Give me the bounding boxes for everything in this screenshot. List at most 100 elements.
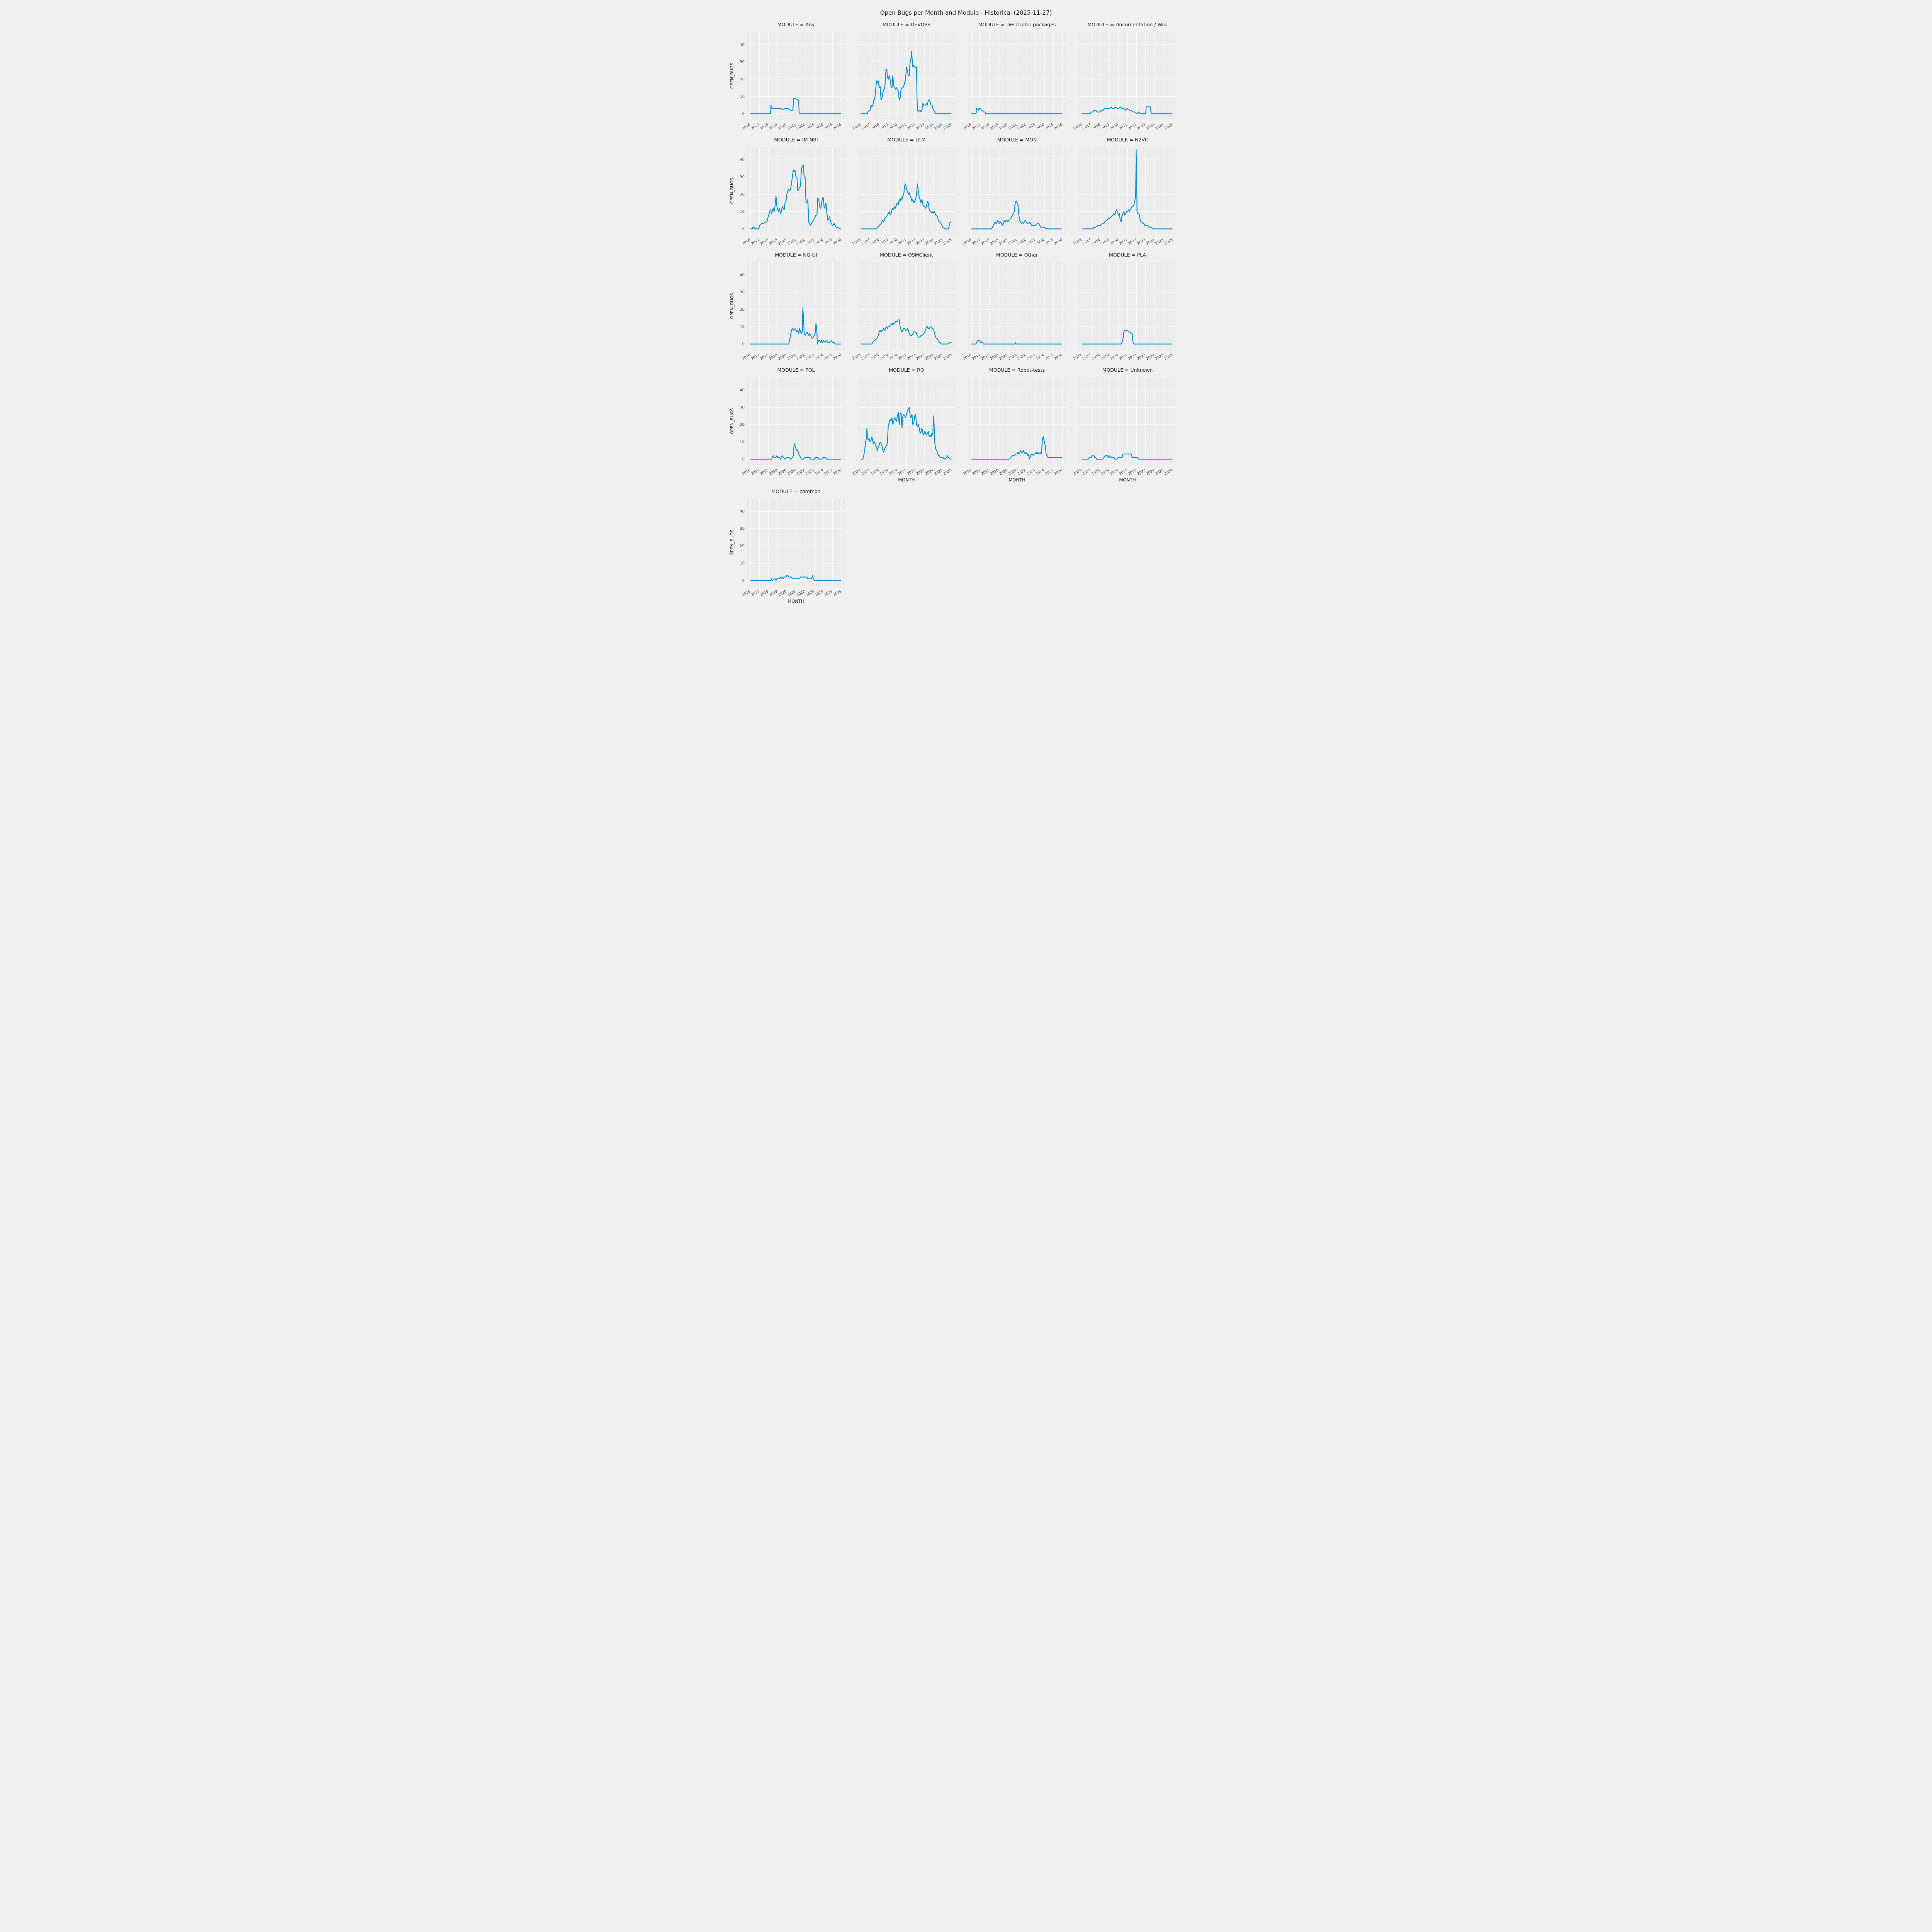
x-tick-label: 2018 (1091, 238, 1101, 246)
x-tick-label: 2025 (823, 468, 833, 476)
facet-chart-other: MODULE = Other20162017201820192020202120… (963, 252, 1066, 361)
series-line (750, 164, 841, 230)
facet-title: MODULE = OSMClient (880, 252, 933, 258)
x-tick-label: 2025 (1044, 238, 1054, 246)
x-tick-label: 2016 (852, 123, 862, 131)
series-line (1082, 106, 1173, 114)
x-tick-label: 2025 (1155, 353, 1165, 361)
series-line (971, 108, 1062, 114)
series-line (1082, 330, 1173, 345)
x-tick-label: 2024 (925, 353, 934, 361)
x-tick-label: 2018 (981, 353, 990, 361)
series-line (750, 443, 841, 460)
x-tick-label: 2017 (861, 238, 871, 246)
y-tick-label: 0 (742, 342, 745, 346)
x-axis-label: MONTH (898, 477, 915, 483)
x-tick-label: 2021 (898, 238, 907, 246)
x-tick-label: 2023 (805, 238, 815, 246)
x-tick-label: 2016 (852, 353, 862, 361)
x-tick-label: 2018 (760, 590, 769, 597)
x-tick-label: 2022 (906, 238, 916, 246)
facet-title: MODULE = POL (777, 367, 815, 373)
x-tick-label: 2019 (879, 123, 889, 131)
x-tick-label: 2020 (1109, 123, 1119, 131)
x-tick-label: 2019 (769, 238, 779, 246)
series-line (971, 201, 1062, 230)
x-tick-label: 2018 (760, 238, 769, 246)
x-tick-label: 2021 (1119, 353, 1128, 361)
x-tick-label: 2017 (750, 123, 760, 131)
x-tick-label: 2024 (925, 238, 934, 246)
x-tick-label: 2023 (805, 353, 815, 361)
x-tick-label: 2020 (888, 468, 898, 476)
x-tick-label: 2022 (796, 590, 806, 597)
x-tick-label: 2024 (1146, 123, 1155, 131)
x-tick-label: 2018 (870, 468, 880, 476)
x-tick-label: 2023 (916, 468, 925, 476)
y-tick-label: 20 (740, 423, 745, 427)
x-tick-label: 2024 (814, 590, 824, 597)
facet-chart-robot-tests: MODULE = Robot-tests 20162017201820192020… (963, 367, 1066, 483)
x-tick-label: 2022 (1128, 238, 1137, 246)
x-tick-label: 2023 (1137, 468, 1146, 476)
x-tick-label: 2018 (1091, 468, 1101, 476)
facet-title: MODULE = Robot-tests (989, 367, 1045, 373)
x-tick-label: 2018 (760, 353, 769, 361)
series-line (861, 184, 952, 230)
x-tick-label: 2021 (787, 590, 797, 597)
x-tick-label: 2018 (870, 238, 880, 246)
x-tick-label: 2023 (805, 468, 815, 476)
x-tick-label: 2024 (1146, 353, 1155, 361)
x-tick-label: 2026 (1053, 468, 1063, 476)
y-axis-label: OPEN_BUGS (730, 63, 735, 88)
x-tick-label: 2021 (1119, 468, 1128, 476)
x-tick-label: 2022 (1128, 123, 1137, 131)
x-tick-label: 2020 (778, 353, 787, 361)
y-tick-label: 30 (740, 175, 745, 179)
y-tick-label: 30 (740, 290, 745, 294)
x-tick-label: 2023 (1026, 353, 1036, 361)
facet-chart-lcm: MODULE = LCM 2016201720182019202020212022… (852, 137, 955, 246)
x-tick-label: 2026 (832, 468, 842, 476)
x-tick-label: 2016 (742, 238, 751, 246)
x-tick-label: 2016 (1073, 353, 1083, 361)
x-tick-label: 2022 (1128, 468, 1137, 476)
x-tick-label: 2026 (832, 590, 842, 597)
x-tick-label: 2023 (1026, 123, 1036, 131)
x-tick-label: 2020 (999, 353, 1009, 361)
figure-title: Open Bugs per Month and Module - Histori… (880, 9, 1052, 16)
x-tick-label: 2017 (971, 353, 981, 361)
x-tick-label: 2025 (1155, 468, 1165, 476)
x-tick-label: 2022 (906, 123, 916, 131)
y-tick-label: 0 (742, 578, 745, 583)
facet-chart-common: MODULE = common2016201720182019202020212… (730, 488, 845, 604)
x-tick-label: 2025 (934, 238, 944, 246)
x-tick-label: 2026 (1053, 123, 1063, 131)
x-tick-label: 2016 (852, 238, 862, 246)
x-tick-label: 2026 (1164, 123, 1173, 131)
x-tick-label: 2021 (1008, 353, 1018, 361)
x-tick-label: 2023 (1137, 238, 1146, 246)
x-tick-label: 2026 (943, 353, 952, 361)
facet-row: MODULE = Any 2016 2017 2018 2019 2020 2021 2022… (729, 20, 1206, 133)
facet-row: MODULE = NG-UI 2016 2017 2018 2019 2020 2021 20… (729, 250, 1206, 363)
facet-title: MODULE = IM-NBI (774, 137, 818, 143)
x-tick-label: 2018 (870, 353, 880, 361)
x-tick-label: 2019 (990, 123, 1000, 131)
x-tick-label: 2016 (852, 468, 862, 476)
x-tick-label: 2026 (943, 468, 952, 476)
x-tick-label: 2017 (1082, 353, 1092, 361)
x-tick-label: 2022 (1017, 238, 1027, 246)
x-tick-label: 2026 (832, 353, 842, 361)
x-tick-label: 2024 (1035, 238, 1045, 246)
x-tick-label: 2020 (778, 590, 787, 597)
facet-title: MODULE = MON (997, 137, 1037, 143)
x-tick-label: 2023 (805, 590, 815, 597)
x-tick-label: 2020 (778, 123, 787, 131)
x-tick-label: 2016 (742, 468, 751, 476)
y-tick-label: 10 (740, 210, 745, 214)
x-tick-label: 2017 (750, 590, 760, 597)
x-tick-label: 2016 (742, 123, 751, 131)
x-tick-label: 2021 (898, 468, 907, 476)
x-tick-label: 2018 (760, 123, 769, 131)
